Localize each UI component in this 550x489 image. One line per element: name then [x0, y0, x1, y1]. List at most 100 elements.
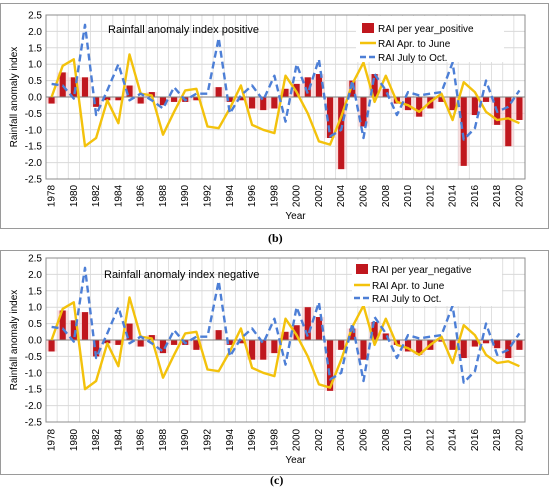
series-line-apr-june — [50, 296, 520, 391]
x-tick-label: 2014 — [448, 428, 459, 451]
bar-2006 — [360, 97, 367, 127]
bar-2011 — [416, 340, 423, 355]
x-axis-label: Year — [285, 455, 306, 466]
bar-1995 — [237, 340, 245, 344]
bar-1991 — [193, 340, 200, 350]
legend-c-bar-label: RAI per year_negative — [372, 265, 472, 276]
bar-2008 — [382, 333, 389, 340]
bar-1984 — [115, 340, 122, 345]
y-tick-label: -0.5 — [25, 109, 43, 120]
bar-1988 — [159, 97, 167, 106]
bar-2003 — [326, 340, 334, 391]
x-tick-label: 1986 — [136, 428, 147, 451]
bar-1979 — [59, 310, 66, 340]
bar-1984 — [115, 97, 122, 101]
x-tick-label: 2008 — [381, 184, 392, 207]
y-tick-label: -2.0 — [25, 401, 43, 412]
bar-2013 — [438, 340, 445, 342]
y-tick-label: -2.5 — [25, 418, 43, 429]
x-tick-label: 2010 — [403, 184, 414, 207]
legend-c-bar-swatch — [356, 264, 368, 274]
bar-1986 — [137, 97, 144, 104]
bar-2020 — [516, 340, 523, 350]
bar-2017 — [482, 97, 490, 102]
x-tick-label: 1982 — [91, 428, 102, 451]
x-tick-label: 1998 — [269, 428, 280, 451]
y-tick-label: 0.5 — [28, 319, 42, 330]
x-tick-label: 2006 — [358, 428, 369, 451]
y-tick-label: 2.5 — [28, 254, 42, 265]
x-tick-label: 1980 — [69, 184, 80, 207]
legend-b-aprjun-label: RAI Apr. to June — [378, 39, 451, 50]
y-tick-label: 0.5 — [28, 76, 42, 87]
y-tick-label: -2.5 — [25, 175, 43, 186]
x-tick-label: 1986 — [136, 184, 147, 207]
bar-2001 — [304, 77, 311, 97]
x-tick-label: 1982 — [91, 184, 102, 207]
x-tick-label: 1990 — [180, 428, 191, 451]
bar-1998 — [271, 97, 278, 109]
x-tick-label: 2020 — [514, 428, 525, 451]
bar-1991 — [193, 97, 200, 101]
bar-1978 — [48, 97, 55, 104]
x-tick-label: 2010 — [403, 428, 414, 451]
bar-2010 — [404, 340, 412, 352]
x-tick-label: 1984 — [113, 428, 124, 451]
bar-1982 — [93, 97, 100, 107]
chart-c: -2.5 -2.0 -1.5 -1.0 -0.5 0.0 0.5 1.0 1.5 2.0 2.5 19… — [9, 254, 526, 466]
bar-2002 — [315, 317, 322, 340]
bar-1980 — [70, 77, 77, 97]
x-tick-label: 1992 — [203, 428, 214, 451]
bar-2018 — [494, 340, 501, 349]
bar-2019 — [505, 97, 512, 147]
bar-1982 — [93, 340, 100, 357]
x-tick-label: 1984 — [113, 184, 124, 207]
x-tick-label: 2020 — [514, 184, 525, 207]
bar-2004 — [338, 340, 345, 350]
bar-1983 — [104, 97, 111, 101]
bar-1996 — [249, 340, 256, 360]
bar-2013 — [438, 97, 445, 102]
bar-2003 — [326, 97, 334, 138]
series-line-july-oct — [51, 23, 521, 141]
bar-1985 — [126, 85, 133, 97]
chart-b: -2.5 -2.0 -1.5 -1.0 -0.5 0.0 0.5 1.0 1.5 2.0 2.5 19… — [9, 11, 526, 222]
bar-2014 — [449, 340, 456, 350]
x-tick-label: 2018 — [492, 428, 503, 451]
y-tick-label: 1.5 — [28, 43, 42, 54]
bar-1981 — [81, 77, 89, 97]
bar-2016 — [471, 340, 478, 347]
bar-2017 — [482, 340, 490, 344]
bar-1983 — [104, 340, 111, 344]
bar-1978 — [48, 340, 55, 352]
bar-2014 — [449, 97, 456, 111]
x-tick-label: 2002 — [314, 184, 325, 207]
bar-1981 — [81, 312, 89, 340]
x-tick-label: 2002 — [314, 428, 325, 451]
x-tick-label: 2016 — [470, 428, 481, 451]
bar-1998 — [271, 340, 278, 354]
bar-2016 — [471, 97, 478, 116]
x-tick-label: 1988 — [158, 428, 169, 451]
bar-2011 — [416, 97, 423, 117]
bar-2015 — [460, 97, 467, 166]
y-tick-label: -1.5 — [25, 142, 43, 153]
legend-c-aprjun-label: RAI Apr. to June — [372, 281, 445, 292]
bar-2010 — [404, 97, 412, 111]
x-tick-label: 2014 — [448, 184, 459, 207]
x-tick-label: 2000 — [292, 184, 303, 207]
bar-1988 — [159, 340, 167, 354]
x-tick-label: 1998 — [269, 184, 280, 207]
legend-b-julyoct-label: RAI July to Oct. — [378, 53, 447, 64]
panel-b-label: (b) — [268, 231, 283, 245]
bar-1986 — [137, 340, 144, 347]
panel-c-label: (c) — [270, 473, 283, 487]
x-tick-label: 1992 — [203, 184, 214, 207]
bar-1996 — [249, 97, 256, 109]
x-tick-label: 1980 — [69, 428, 80, 451]
bar-1980 — [70, 320, 77, 340]
y-tick-label: -1.0 — [25, 368, 43, 379]
bar-1997 — [260, 97, 267, 111]
bar-1994 — [226, 340, 233, 345]
bar-2007 — [371, 321, 378, 340]
